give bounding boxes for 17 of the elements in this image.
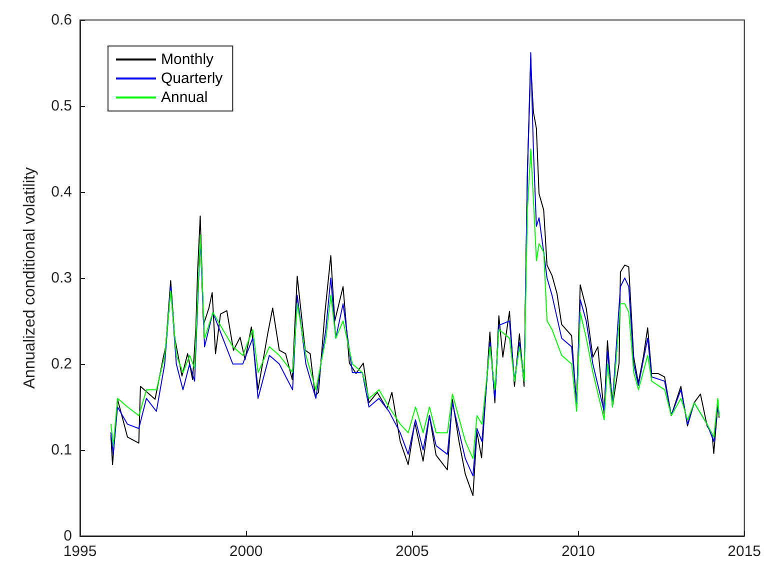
y-tick-label: 0.2 — [51, 356, 72, 372]
legend-label: Monthly — [161, 51, 214, 68]
x-tick-label: 2015 — [728, 543, 762, 560]
y-tick-label: 0.3 — [51, 270, 72, 286]
x-tick-label: 2000 — [229, 543, 263, 560]
y-tick-label: 0.5 — [51, 98, 72, 114]
line-series — [110, 148, 720, 460]
legend-label: Quarterly — [161, 70, 224, 87]
legend-label: Annual — [161, 89, 208, 106]
y-tick-label: 0.1 — [51, 442, 72, 458]
x-tick-label: 2010 — [562, 543, 595, 560]
y-tick-label: 0.4 — [51, 184, 72, 200]
y-tick-label: 0.6 — [51, 12, 72, 28]
y-tick-label: 0 — [64, 528, 72, 544]
x-tick-label: 2005 — [395, 543, 429, 560]
y-axis-title: Annualized conditional volatility — [22, 167, 38, 389]
x-tick-label: 1995 — [63, 543, 97, 560]
